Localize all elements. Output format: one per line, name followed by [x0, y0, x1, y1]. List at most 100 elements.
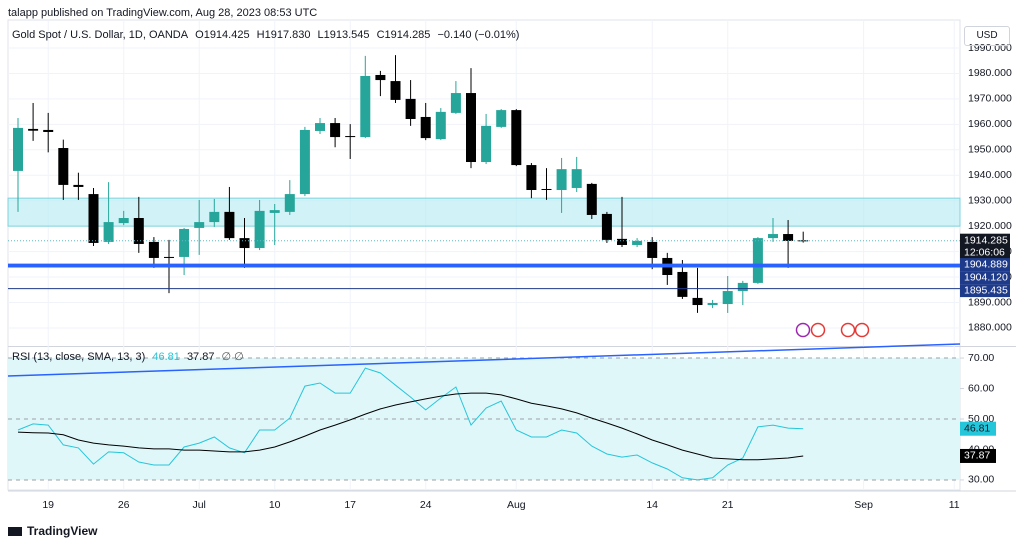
x-tick-label: 11: [949, 499, 960, 511]
x-tick-label: Jul: [192, 499, 205, 511]
last-price-label: 1914.285: [964, 234, 1008, 246]
event-icon: [795, 322, 811, 338]
x-tick-label: Aug: [507, 499, 526, 511]
rsi-value: 46.81: [152, 351, 180, 363]
candle-body: [752, 238, 763, 283]
candle-body: [783, 234, 794, 241]
sma-value: 37.87: [186, 351, 215, 363]
y-tick-label: 1960.000: [968, 118, 1012, 130]
value-label: 46.81: [964, 423, 990, 435]
brand: TradingView: [8, 524, 101, 538]
candle-body: [330, 123, 341, 138]
x-tick-label: 17: [344, 499, 356, 511]
candle-body: [526, 165, 537, 191]
last-price-box: [960, 233, 1010, 260]
candle-body: [58, 148, 69, 185]
candle-body: [73, 184, 84, 187]
candle-body: [450, 93, 461, 113]
candle-body: [360, 75, 371, 138]
symbol-title: Gold Spot / U.S. Dollar, 1D, OANDA: [12, 29, 189, 41]
candle-body: [239, 238, 250, 249]
candle-body: [390, 81, 401, 100]
candle-body: [224, 211, 235, 239]
event-icon: [810, 322, 826, 338]
candle-body: [481, 125, 492, 163]
x-tick-label: 14: [646, 499, 658, 511]
rsi-extra: ∅ ∅: [221, 351, 244, 363]
x-tick-label: 19: [42, 499, 54, 511]
x-tick-label: 24: [420, 499, 432, 511]
candle-body: [435, 111, 446, 140]
candle-body: [541, 188, 552, 191]
y-tick-label: 1880.000: [968, 322, 1012, 334]
rsi-title: RSI (13, close, SMA, 13, 3): [12, 351, 146, 363]
y-tick-label: 1940.000: [968, 169, 1012, 181]
level-label-box: [960, 258, 1010, 272]
candle-body: [617, 238, 627, 245]
value-label-box: [960, 421, 996, 436]
y-tick-label: 1990.000: [968, 42, 1012, 54]
brand-logo: [8, 527, 22, 537]
trendline: [7, 343, 961, 377]
candle-body: [496, 110, 507, 127]
y-tick-label: 1950.000: [968, 144, 1012, 156]
level-label-box: [960, 284, 1010, 298]
candle-body: [768, 234, 778, 239]
ohlc-change: −0.140 (−0.01%): [437, 29, 520, 41]
value-label-box: [960, 448, 996, 463]
y-tick-label: 1890.000: [968, 296, 1012, 308]
published-line: talapp published on TradingView.com, Aug…: [8, 7, 318, 19]
ohlc-close: C1914.285: [376, 29, 431, 41]
currency-button[interactable]: USD: [964, 26, 1010, 46]
x-tick-label: 10: [269, 499, 281, 511]
level-label: 1895.435: [964, 284, 1008, 296]
ohlc-open: O1914.425: [195, 29, 250, 41]
rsi-legend: RSI (13, close, SMA, 13, 3) 46.81 37.87 …: [12, 350, 248, 363]
candle-body: [737, 282, 748, 292]
level-label: 1904.120: [964, 271, 1008, 283]
candle-body: [103, 222, 114, 242]
value-label: 37.87: [964, 450, 990, 462]
candle-body: [466, 93, 476, 163]
brand-name: TradingView: [27, 524, 98, 538]
candle-body: [254, 210, 265, 249]
y-tick-label: 60.00: [968, 382, 994, 394]
candle-body: [43, 129, 54, 132]
series-line: [17, 392, 804, 461]
ohlc-high: H1917.830: [256, 29, 311, 41]
y-tick-label: 70.00: [968, 352, 994, 364]
candle-body: [722, 291, 733, 305]
y-tick-label: 1930.000: [968, 194, 1012, 206]
candle-body: [315, 123, 325, 131]
candle-body: [677, 271, 688, 297]
candle-body: [209, 211, 220, 223]
zone: [7, 197, 961, 227]
candle-body: [571, 169, 582, 188]
countdown-label: 12:06:06: [964, 246, 1005, 258]
candle-body: [118, 218, 129, 224]
candle-body: [28, 128, 39, 131]
candle-body: [299, 129, 310, 195]
candle-body: [284, 194, 295, 212]
candle-body: [133, 218, 144, 244]
candle-body: [586, 183, 597, 215]
candle-body: [194, 222, 205, 228]
candle-body: [13, 127, 23, 171]
series-line: [17, 367, 804, 481]
y-tick-label: 1970.000: [968, 93, 1012, 105]
candle-body: [345, 136, 356, 138]
candle-body: [148, 241, 159, 258]
candle-body: [269, 210, 280, 213]
candle-body: [556, 169, 567, 191]
candle-body: [164, 256, 174, 258]
ohlc-low: L1913.545: [317, 29, 370, 41]
candle-body: [692, 297, 703, 306]
candle-body: [632, 240, 643, 245]
symbol-legend: Gold Spot / U.S. Dollar, 1D, OANDA O1914…: [12, 29, 523, 41]
x-tick-label: Sep: [854, 499, 873, 511]
candle-body: [405, 98, 416, 120]
candle-body: [647, 241, 658, 258]
y-tick-label: 30.00: [968, 474, 994, 486]
